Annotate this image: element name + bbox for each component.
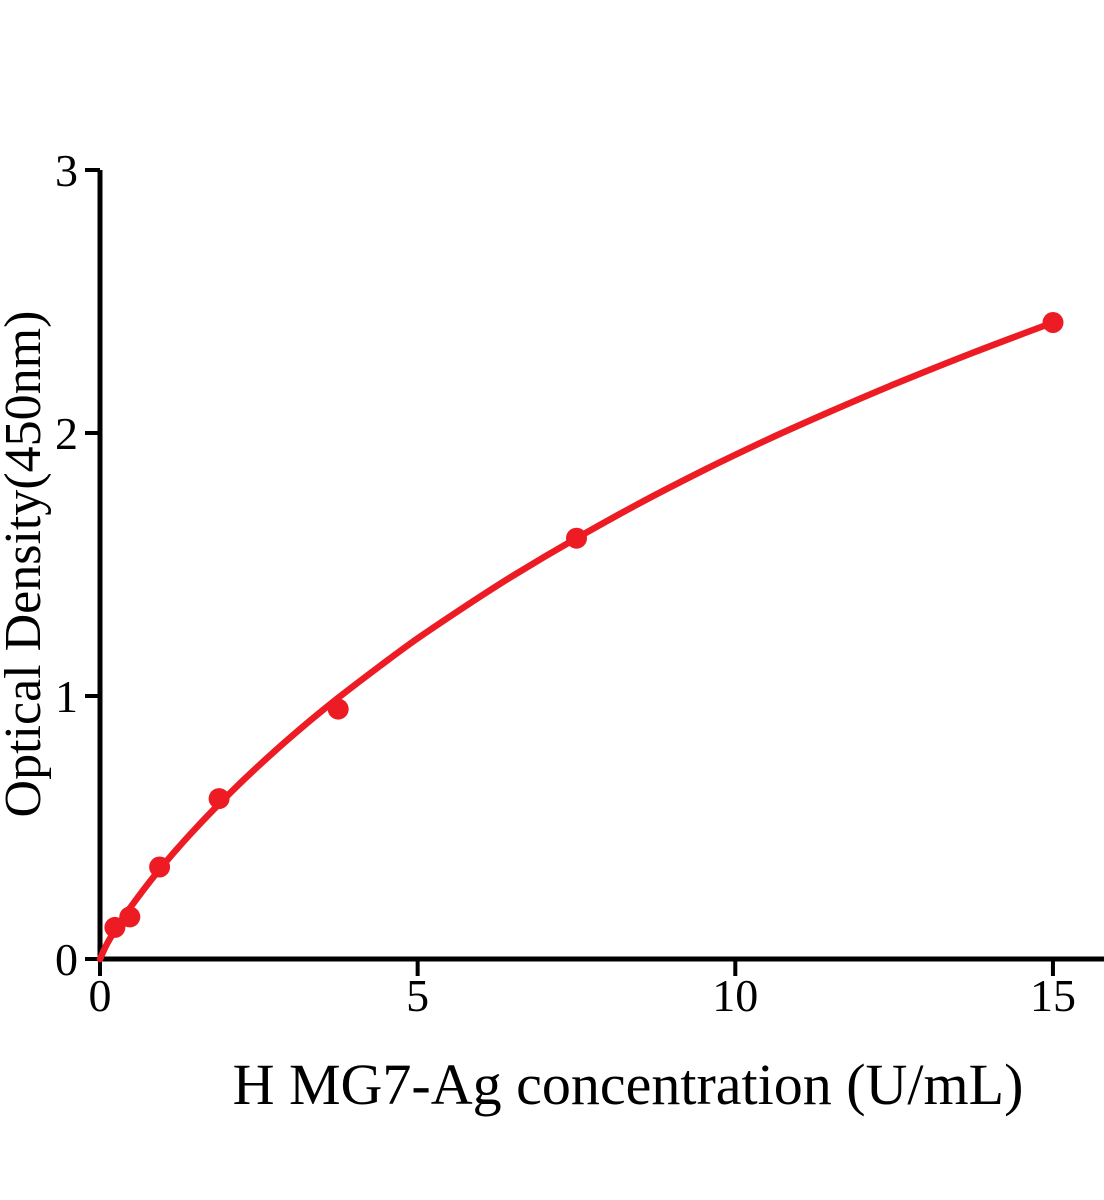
data-point-marker <box>104 916 126 938</box>
data-point-marker <box>327 698 349 720</box>
data-points <box>104 312 1064 938</box>
y-tick-label: 2 <box>55 408 78 459</box>
data-point-marker <box>1042 312 1064 333</box>
data-point-marker <box>566 527 587 549</box>
x-tick-label: 10 <box>712 970 758 1021</box>
y-axis-title: Optical Density(450nm) <box>0 311 52 818</box>
x-tick-label: 0 <box>89 970 112 1021</box>
data-point-marker <box>208 788 230 810</box>
data-point-marker <box>149 856 171 878</box>
x-ticks: 0 5 10 15 <box>89 959 1076 1021</box>
fit-curve <box>96 319 1057 963</box>
axes <box>97 170 1104 962</box>
data-point-marker <box>119 906 141 928</box>
y-ticks: 0 1 2 3 <box>55 145 100 985</box>
y-tick-label: 0 <box>55 934 78 985</box>
y-tick-label: 3 <box>55 145 78 196</box>
x-axis-title: H MG7-Ag concentration (U/mL) <box>233 1052 1024 1117</box>
y-tick-label: 1 <box>55 671 78 722</box>
x-tick-label: 15 <box>1030 970 1076 1021</box>
x-tick-label: 5 <box>406 970 429 1021</box>
